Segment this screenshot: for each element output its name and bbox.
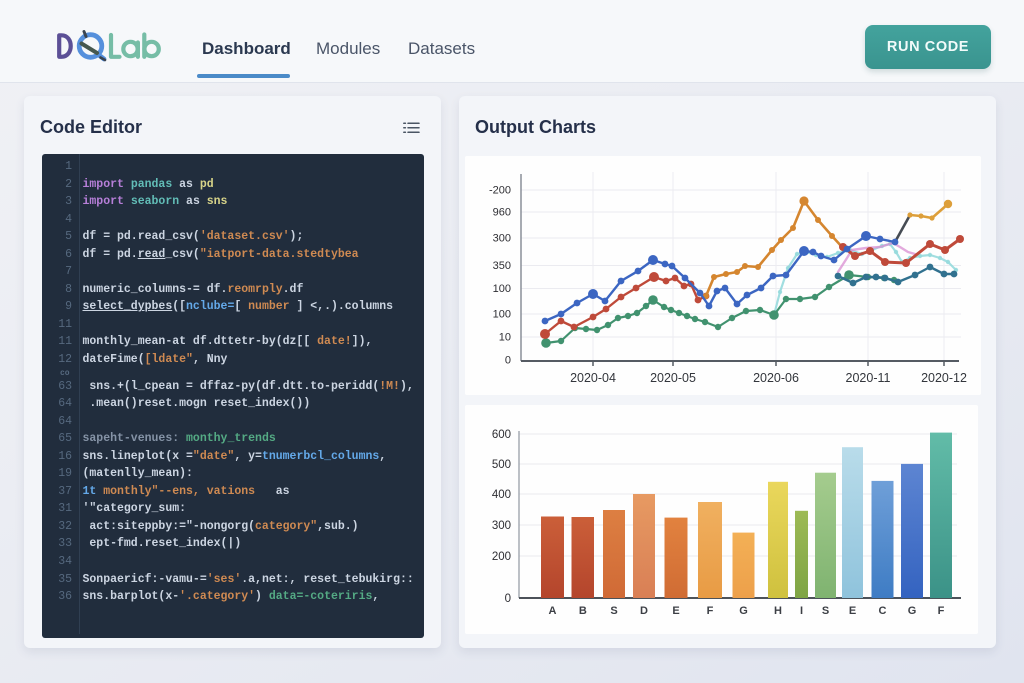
svg-text:100: 100 — [493, 283, 511, 295]
svg-text:F: F — [707, 605, 714, 617]
svg-text:2020-06: 2020-06 — [753, 371, 799, 385]
svg-text:D: D — [640, 605, 648, 617]
svg-text:E: E — [672, 605, 679, 617]
svg-text:G: G — [739, 605, 748, 617]
svg-text:F: F — [938, 605, 945, 617]
svg-text:10: 10 — [499, 332, 511, 344]
svg-text:G: G — [908, 605, 917, 617]
svg-text:S: S — [822, 605, 829, 617]
svg-text:200: 200 — [492, 551, 511, 563]
svg-text:500: 500 — [492, 459, 511, 471]
svg-text:B: B — [579, 605, 587, 617]
svg-text:C: C — [879, 605, 887, 617]
svg-text:960: 960 — [493, 207, 511, 219]
svg-text:I: I — [800, 605, 803, 617]
svg-text:S: S — [610, 605, 617, 617]
svg-text:600: 600 — [492, 429, 511, 441]
svg-text:-200: -200 — [489, 185, 511, 197]
svg-text:400: 400 — [492, 489, 511, 501]
svg-text:A: A — [549, 605, 557, 617]
svg-text:2020-04: 2020-04 — [570, 371, 616, 385]
svg-text:0: 0 — [505, 355, 511, 367]
svg-text:H: H — [774, 605, 782, 617]
svg-text:300: 300 — [493, 233, 511, 245]
svg-text:2020-11: 2020-11 — [846, 371, 891, 385]
svg-text:350: 350 — [493, 260, 511, 272]
svg-text:E: E — [849, 605, 856, 617]
svg-text:300: 300 — [492, 520, 511, 532]
svg-text:2020-12: 2020-12 — [921, 371, 967, 385]
svg-text:0: 0 — [505, 593, 511, 605]
svg-text:2020-05: 2020-05 — [650, 371, 696, 385]
svg-text:100: 100 — [493, 309, 511, 321]
